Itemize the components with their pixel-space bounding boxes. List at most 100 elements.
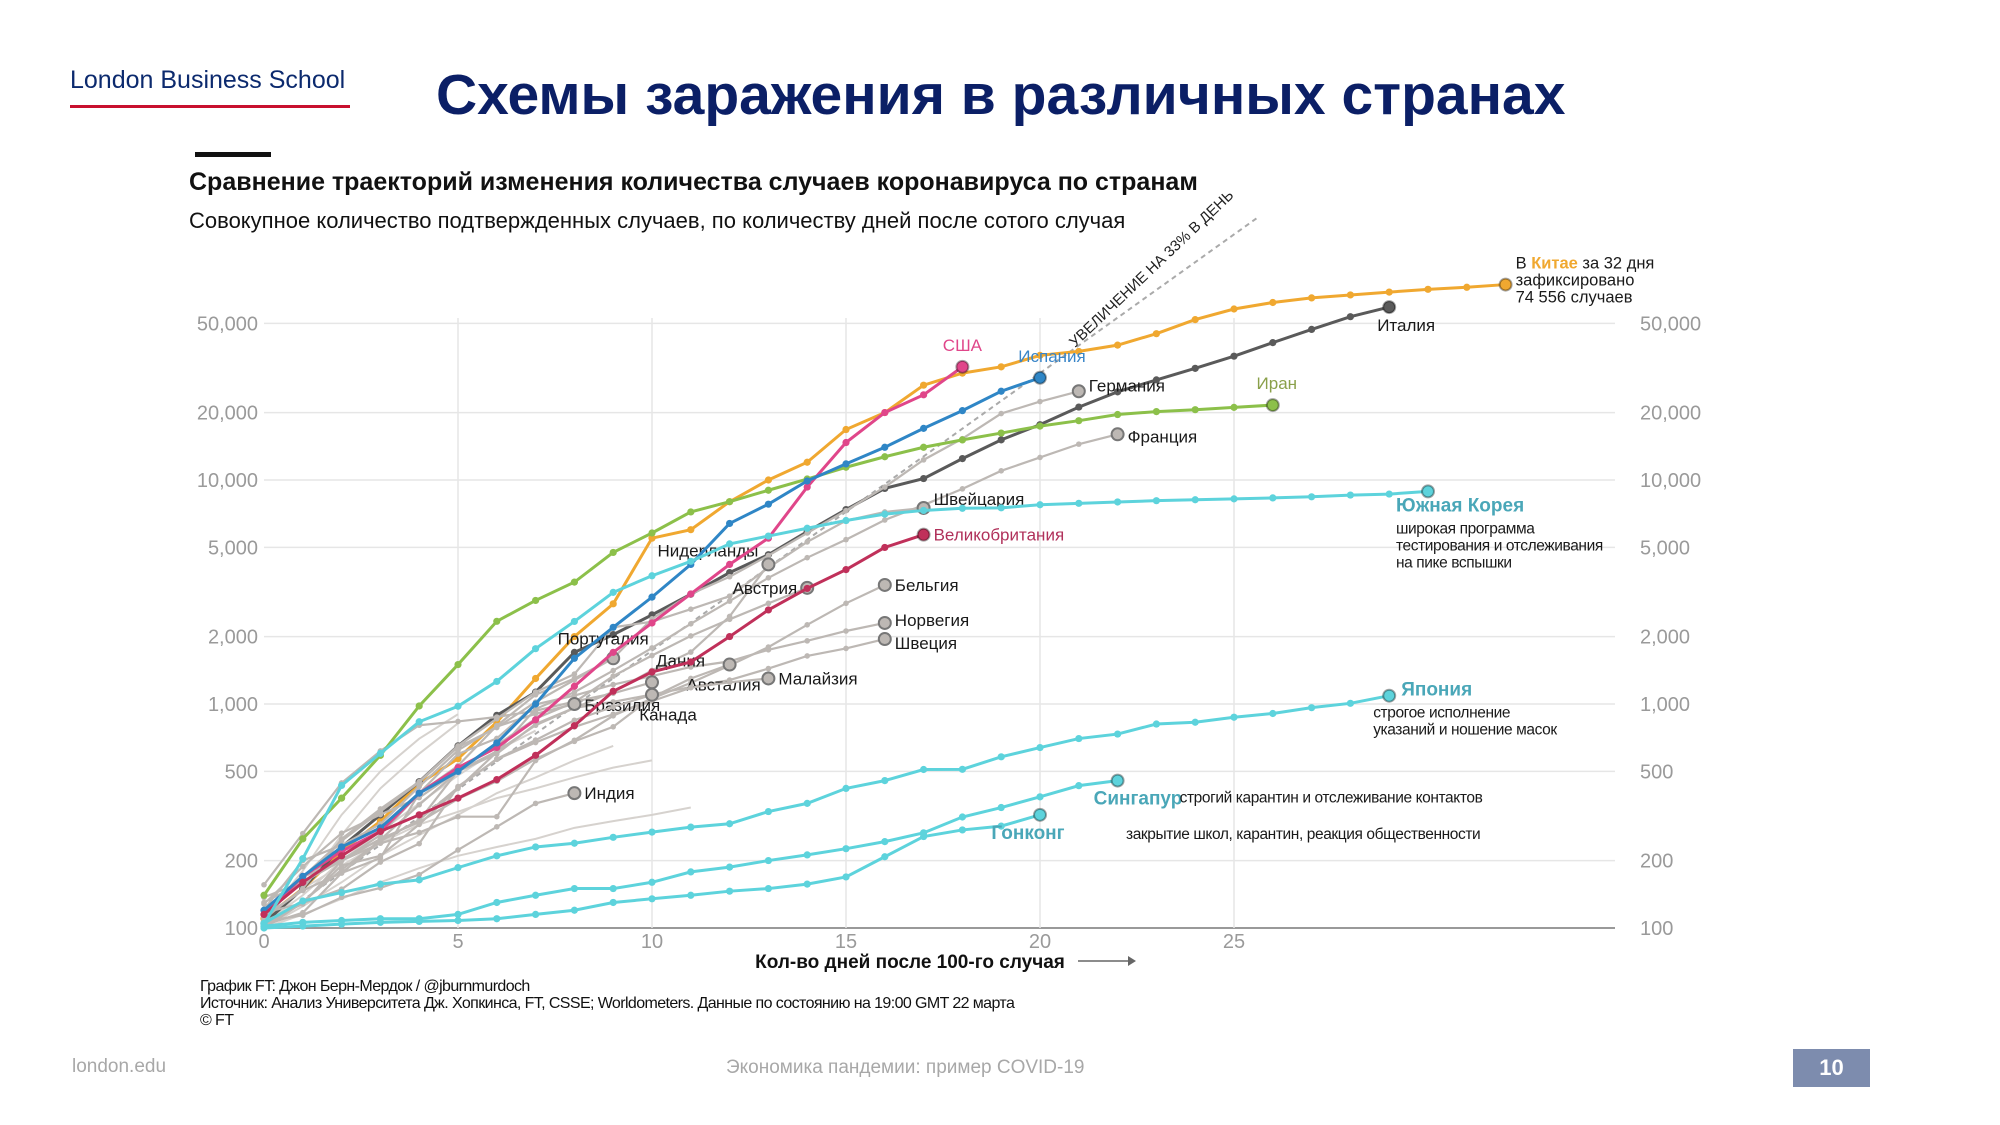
data-point [570, 722, 579, 730]
series-note-japan: строгое исполнение [1373, 705, 1510, 722]
data-point [1269, 339, 1277, 347]
footer-site-link[interactable]: london.edu [72, 1056, 167, 1077]
y-tick-label-right: 50,000 [1640, 313, 1701, 335]
data-point [1036, 743, 1044, 752]
data-point [648, 534, 656, 542]
data-point [648, 668, 656, 676]
data-point [881, 510, 889, 518]
y-tick-label-right: 200 [1640, 851, 1673, 873]
data-point [299, 922, 307, 930]
data-point [920, 424, 928, 432]
data-point [338, 857, 345, 864]
series-line-japan [263, 694, 1390, 925]
data-point [1075, 403, 1083, 411]
series-label-japan: Япония [1401, 680, 1472, 701]
data-point [803, 799, 811, 807]
data-point [532, 689, 539, 695]
data-point [803, 477, 811, 485]
data-point [338, 781, 346, 790]
data-point-end [955, 359, 970, 374]
series-label-portugal: Португалия [558, 629, 649, 648]
footer-course-title: Экономика пандемии: пример COVID-19 [726, 1057, 1085, 1078]
data-point [415, 876, 423, 884]
data-point [1037, 398, 1043, 405]
data-point [997, 504, 1005, 512]
data-point [764, 807, 773, 816]
data-point [1191, 496, 1199, 504]
series-label-switzerland: Швейцария [934, 490, 1025, 509]
data-point [997, 363, 1005, 371]
data-point [997, 436, 1005, 444]
data-point [1191, 316, 1199, 324]
data-point [455, 847, 461, 853]
data-point [1075, 734, 1083, 743]
series-line-portugal [263, 657, 614, 918]
data-point [609, 600, 617, 608]
data-point-end [1265, 398, 1280, 413]
series-label-netherlands: Нидерланды [657, 541, 758, 560]
data-point [881, 543, 889, 552]
data-point [610, 667, 616, 674]
data-point [687, 823, 695, 831]
x-tick-label: 25 [1223, 931, 1245, 953]
data-point [1075, 347, 1083, 356]
data-point [570, 632, 579, 641]
data-point [300, 887, 306, 894]
series-malaysia: Малайзия [261, 669, 858, 916]
data-point [1308, 325, 1316, 334]
series-note-japan: указаний и ношение масок [1373, 722, 1557, 739]
data-point-end [1110, 773, 1125, 788]
data-point [415, 789, 423, 797]
data-point [842, 425, 850, 434]
data-point [609, 884, 617, 893]
data-point [416, 871, 423, 878]
data-point [881, 453, 889, 461]
data-point [648, 619, 656, 627]
data-point [299, 872, 307, 880]
data-point [1308, 294, 1316, 302]
data-point [881, 443, 889, 451]
data-point [532, 737, 539, 743]
data-point [300, 863, 306, 870]
data-point [1152, 497, 1160, 505]
data-point [1152, 330, 1160, 338]
data-point-end [645, 687, 659, 702]
series-label-iran: Иран [1257, 374, 1298, 393]
data-point [1191, 718, 1199, 726]
x-tick-label: 10 [641, 931, 663, 953]
data-point [454, 702, 462, 710]
data-point [455, 813, 461, 820]
data-point [610, 681, 616, 688]
data-point [493, 915, 501, 923]
series-label-italy: Италия [1377, 316, 1435, 335]
data-point [1346, 313, 1354, 321]
data-point [377, 855, 384, 861]
data-point [1036, 501, 1044, 509]
series-label-denmark: Дания [656, 651, 705, 670]
data-point [338, 920, 346, 928]
data-point [687, 891, 695, 899]
data-point [726, 598, 733, 604]
data-point [997, 387, 1005, 395]
data-point [648, 828, 656, 836]
data-point-end [1110, 427, 1125, 442]
data-point [338, 852, 346, 860]
data-point [376, 880, 384, 888]
data-point [958, 436, 967, 444]
series-label-india: Индия [584, 784, 634, 803]
school-logo: London Business School [70, 66, 346, 94]
data-point [958, 813, 967, 821]
y-tick-label-right: 500 [1640, 761, 1673, 783]
data-point [764, 606, 773, 614]
data-point-end [722, 657, 737, 672]
data-point [881, 408, 889, 417]
data-point [958, 407, 967, 415]
data-point [764, 856, 773, 865]
data-point [493, 617, 501, 625]
data-point [1152, 408, 1160, 416]
data-point [688, 680, 694, 686]
data-point-end [1382, 300, 1397, 315]
data-point [570, 648, 579, 656]
series-label-sweden: Швеция [895, 634, 957, 653]
